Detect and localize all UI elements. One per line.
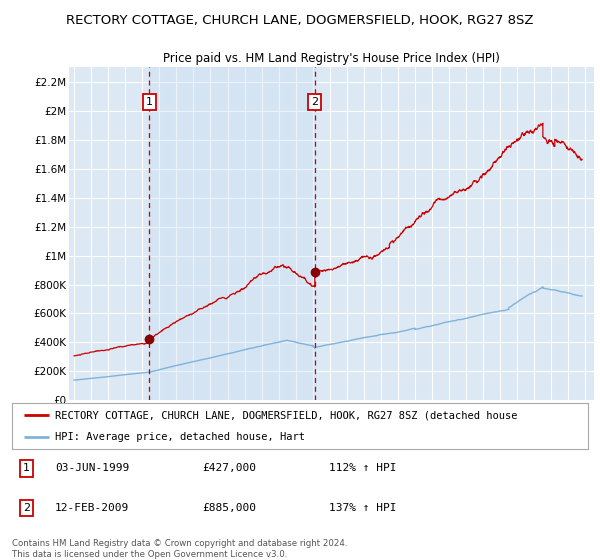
Text: 112% ↑ HPI: 112% ↑ HPI — [329, 464, 397, 473]
Text: 12-FEB-2009: 12-FEB-2009 — [55, 503, 130, 514]
Text: 03-JUN-1999: 03-JUN-1999 — [55, 464, 130, 473]
Text: 1: 1 — [23, 464, 30, 473]
Text: RECTORY COTTAGE, CHURCH LANE, DOGMERSFIELD, HOOK, RG27 8SZ: RECTORY COTTAGE, CHURCH LANE, DOGMERSFIE… — [66, 14, 534, 27]
Text: 1: 1 — [146, 97, 153, 107]
Text: RECTORY COTTAGE, CHURCH LANE, DOGMERSFIELD, HOOK, RG27 8SZ (detached house: RECTORY COTTAGE, CHURCH LANE, DOGMERSFIE… — [55, 410, 518, 420]
Text: 137% ↑ HPI: 137% ↑ HPI — [329, 503, 397, 514]
Text: 2: 2 — [23, 503, 30, 514]
Text: HPI: Average price, detached house, Hart: HPI: Average price, detached house, Hart — [55, 432, 305, 442]
Title: Price paid vs. HM Land Registry's House Price Index (HPI): Price paid vs. HM Land Registry's House … — [163, 52, 500, 64]
Text: 2: 2 — [311, 97, 319, 107]
Bar — [149, 67, 315, 400]
Text: £885,000: £885,000 — [202, 503, 256, 514]
Text: Contains HM Land Registry data © Crown copyright and database right 2024.
This d: Contains HM Land Registry data © Crown c… — [12, 539, 347, 559]
Text: £427,000: £427,000 — [202, 464, 256, 473]
